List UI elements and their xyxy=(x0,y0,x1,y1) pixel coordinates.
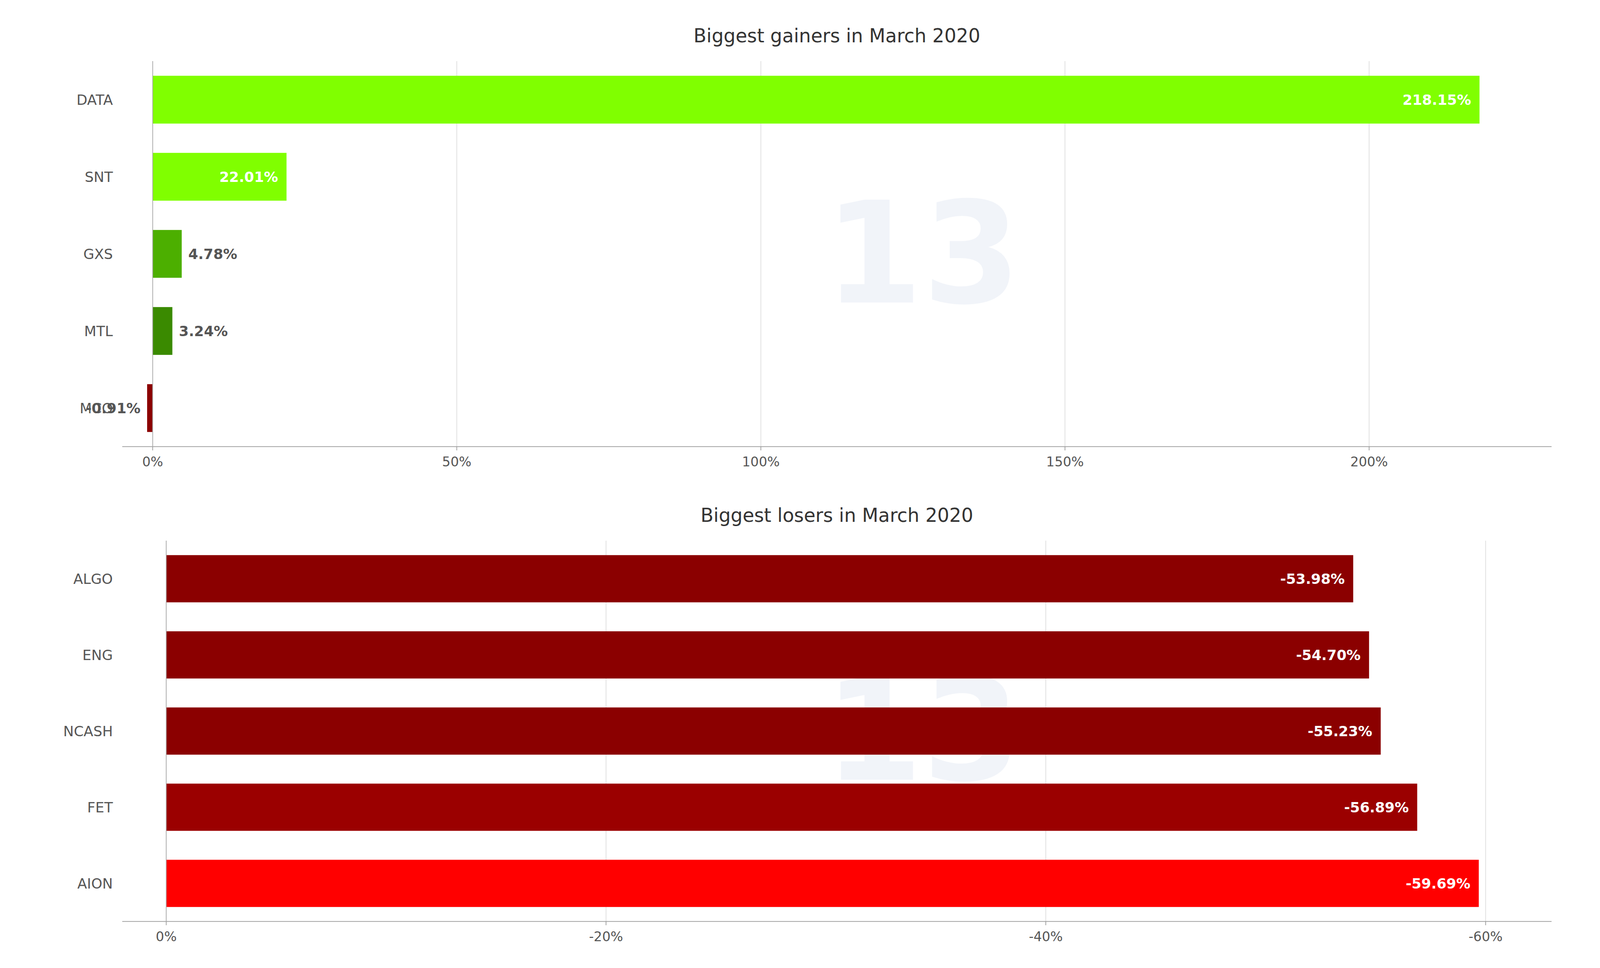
value-labels: -53.98% -54.70% -55.23% -56.89% -59.69% xyxy=(1280,570,1471,892)
bar xyxy=(166,631,1370,679)
data-label: 218.15% xyxy=(1402,91,1472,109)
category-label: SNT xyxy=(84,168,113,186)
tick-mark xyxy=(605,921,607,926)
tick-label: 200% xyxy=(1350,454,1388,470)
chart-title: Biggest gainers in March 2020 xyxy=(693,24,981,47)
zero-line xyxy=(165,540,167,922)
bars xyxy=(166,555,1480,907)
data-label: 3.24% xyxy=(179,323,229,340)
tick-mark xyxy=(1485,921,1487,926)
zero-line xyxy=(152,61,154,447)
data-label: -55.23% xyxy=(1307,723,1372,740)
data-label: -56.89% xyxy=(1344,799,1409,816)
watermark: 13 xyxy=(824,172,1021,337)
tick-label: 150% xyxy=(1046,454,1084,470)
tick-mark xyxy=(152,446,154,451)
category-label: DATA xyxy=(76,91,114,109)
grid-line xyxy=(1485,540,1487,922)
data-label: -59.69% xyxy=(1405,875,1471,892)
tick-label: -60% xyxy=(1468,929,1503,945)
category-label: MTL xyxy=(84,323,113,340)
tick-label: -20% xyxy=(589,929,623,945)
category-label: AION xyxy=(77,875,113,892)
value-labels: 218.15% 22.01% 4.78% 3.24% -0.91% xyxy=(85,91,1471,417)
panel: Biggest losers in March 2020 0% -20% -40% -6… xyxy=(63,504,1552,945)
grid-line xyxy=(152,61,154,447)
bar xyxy=(152,229,182,278)
tick-label: -40% xyxy=(1028,929,1063,945)
panel: Biggest gainers in March 2020 0% 50% 100% 15… xyxy=(76,24,1552,470)
category-label: ALGO xyxy=(73,570,113,588)
bars xyxy=(147,75,1480,433)
data-label: -54.70% xyxy=(1295,646,1361,664)
bar xyxy=(166,859,1480,907)
bar xyxy=(166,707,1381,755)
category-label: ENG xyxy=(82,646,113,664)
tick-mark xyxy=(760,446,762,451)
tick-label: 100% xyxy=(741,454,780,470)
tick-label: 0% xyxy=(155,929,177,945)
bar xyxy=(166,783,1418,831)
data-label: 4.78% xyxy=(188,245,238,263)
category-label: NCASH xyxy=(63,723,113,740)
background xyxy=(0,0,1600,968)
bar xyxy=(166,555,1354,603)
bar xyxy=(152,75,1480,124)
chart-root: Biggest gainers in March 2020 0% 50% 100% 15… xyxy=(0,0,1600,968)
tick-mark xyxy=(1368,446,1370,451)
data-label: -0.91% xyxy=(85,400,141,417)
bar xyxy=(147,384,153,433)
data-label: -53.98% xyxy=(1280,570,1345,588)
x-axis-line xyxy=(122,446,1552,448)
category-label: FET xyxy=(86,799,113,816)
data-label: 22.01% xyxy=(219,168,278,186)
bar xyxy=(152,307,173,355)
tick-mark xyxy=(165,921,167,926)
category-label: GXS xyxy=(83,245,113,263)
tick-mark xyxy=(1064,446,1066,451)
grid-line xyxy=(165,540,167,922)
tick-label: 50% xyxy=(441,454,472,470)
tick-mark xyxy=(456,446,458,451)
chart-title: Biggest losers in March 2020 xyxy=(700,504,974,527)
tick-mark xyxy=(1045,921,1047,926)
tick-label: 0% xyxy=(141,454,163,470)
x-axis-line xyxy=(122,921,1552,923)
bar xyxy=(152,152,287,201)
